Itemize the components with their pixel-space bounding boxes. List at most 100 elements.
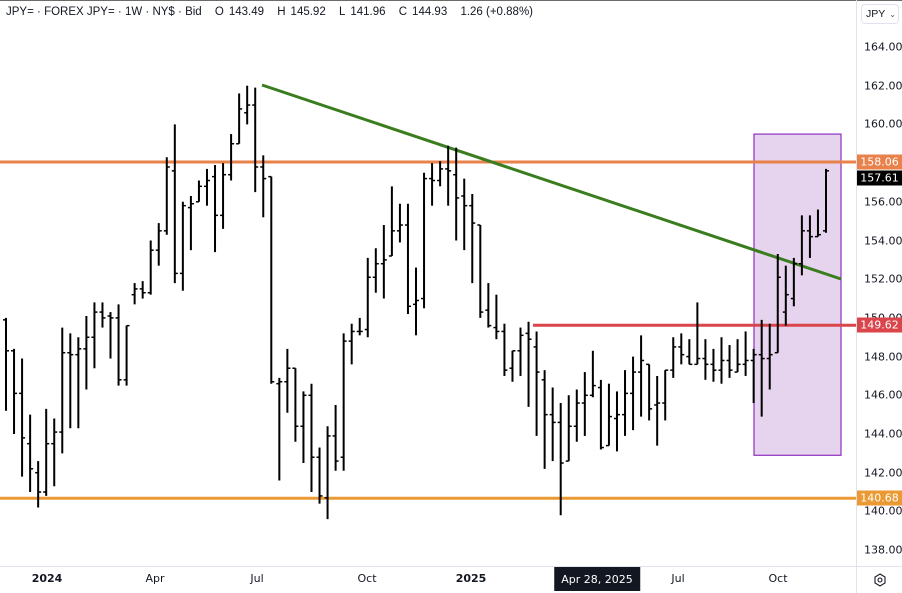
- ohlc-bar: [814, 209, 821, 238]
- ohlc-bar: [332, 404, 339, 471]
- ohlc-bar: [549, 387, 556, 462]
- ohlc-bar: [533, 331, 540, 436]
- close-value: 144.93: [412, 6, 448, 18]
- time-tick: Oct: [357, 572, 377, 585]
- ohlc-bar: [51, 418, 58, 487]
- ohlc-bar: [461, 178, 468, 251]
- last-price-tag: 157.61: [857, 170, 902, 186]
- price-axis[interactable]: [856, 0, 902, 566]
- ohlc-bar: [758, 319, 765, 417]
- line-price-tag: 140.68: [857, 490, 902, 506]
- ohlc-bar: [83, 315, 90, 390]
- ohlc-bar: [565, 395, 572, 462]
- price-tick: 152.00: [864, 272, 902, 286]
- ohlc-bar: [774, 254, 781, 354]
- ohlc-bar: [75, 337, 82, 429]
- low-value: 141.96: [350, 6, 386, 18]
- highlight-rect[interactable]: [753, 133, 842, 456]
- ohlc-bar: [823, 168, 829, 233]
- ohlc-bar: [292, 367, 299, 442]
- ohlc-bar: [276, 377, 283, 481]
- ohlc-bar: [726, 344, 733, 378]
- ohlc-bar: [501, 323, 508, 376]
- ohlc-bar: [445, 145, 452, 206]
- ohlc-bar: [806, 215, 813, 258]
- ohlc-bar: [718, 337, 725, 384]
- ohlc-bar: [123, 324, 130, 386]
- ohlc-bar: [67, 333, 74, 429]
- ohlc-bar: [525, 321, 532, 407]
- ohlc-bar: [131, 283, 138, 305]
- ohlc-bar: [107, 312, 114, 359]
- ohlc-values: O 143.49 H 145.92 L 141.96 C 144.93 1.26 (+0…: [214, 6, 533, 18]
- ohlc-bar: [268, 175, 275, 384]
- highlight-box[interactable]: [753, 133, 842, 456]
- ohlc-bar: [139, 281, 146, 299]
- ohlc-bar: [678, 333, 685, 365]
- trendline-segment[interactable]: [261, 83, 842, 281]
- ohlc-bar: [260, 155, 267, 218]
- ohlc-bar: [35, 461, 42, 508]
- price-tick: 140.00: [864, 504, 902, 518]
- ohlc-bar: [605, 383, 612, 447]
- ohlc-bar: [91, 302, 98, 369]
- ohlc-bar: [421, 172, 428, 309]
- ohlc-bar: [228, 134, 235, 181]
- ohlc-bar: [750, 348, 757, 404]
- horizontal-lines[interactable]: [0, 160, 856, 500]
- ohlc-bar: [654, 375, 661, 446]
- price-tick: 142.00: [864, 466, 902, 480]
- ohlc-bar: [284, 348, 291, 413]
- ohlc-bar: [308, 383, 315, 493]
- time-axis[interactable]: [0, 566, 856, 593]
- ohlc-bar: [613, 391, 620, 452]
- ohlc-bar: [573, 389, 580, 442]
- ohlc-bar: [316, 447, 323, 504]
- symbol-ticker[interactable]: JPY=: [6, 6, 34, 18]
- ohlc-bar: [485, 283, 492, 328]
- ohlc-bar: [646, 363, 653, 421]
- ohlc-bar: [187, 195, 194, 251]
- ohlc-bar: [798, 215, 805, 276]
- ohlc-bar: [380, 225, 387, 299]
- ohlc-bar: [147, 240, 154, 295]
- ohlc-bar: [364, 257, 371, 338]
- ohlc-bar: [662, 369, 669, 421]
- price-tick: 146.00: [864, 388, 902, 402]
- chevron-down-icon: ⌄: [889, 9, 896, 19]
- trendline[interactable]: [261, 83, 842, 281]
- ohlc-bar: [203, 168, 210, 206]
- time-tick: Oct: [768, 572, 788, 585]
- interval[interactable]: 1W: [124, 6, 143, 18]
- ohlc-bar: [244, 85, 251, 125]
- price-chart-plot[interactable]: [0, 0, 856, 566]
- chart-settings-button[interactable]: [856, 566, 902, 593]
- price-tick: 144.00: [864, 427, 902, 441]
- time-tick: Jul: [250, 572, 264, 585]
- ohlc-bar: [340, 333, 347, 471]
- ohlc-bar: [388, 186, 395, 257]
- ohlc-bar: [11, 348, 18, 434]
- symbol-legend[interactable]: JPY= · FOREX JPY= · 1W · NY$ · Bid O 143.…: [6, 6, 538, 18]
- ohlc-bar: [3, 317, 9, 411]
- ohlc-bar: [429, 163, 436, 206]
- ohlc-bar: [171, 124, 178, 284]
- ohlc-bar: [115, 304, 122, 386]
- ohlc-bar: [59, 327, 66, 454]
- ohlc-bar: [99, 302, 106, 328]
- ohlc-bar: [710, 348, 717, 382]
- ohlc-bar: [195, 180, 202, 203]
- ohlc-bar: [581, 372, 588, 436]
- ohlc-bar: [589, 350, 596, 398]
- price-type: Bid: [185, 6, 202, 18]
- price-tick: 154.00: [864, 234, 902, 247]
- currency-select[interactable]: JPY ⌄: [861, 4, 899, 24]
- price-tick: 156.00: [864, 195, 902, 209]
- ohlc-bar: [300, 391, 307, 464]
- ohlc-bar: [19, 358, 26, 477]
- price-tick: 160.00: [864, 117, 902, 131]
- ohlc-bar: [597, 379, 604, 450]
- ohlc-bar: [469, 194, 476, 284]
- ohlc-bar: [324, 426, 331, 520]
- ohlc-bar: [437, 161, 444, 187]
